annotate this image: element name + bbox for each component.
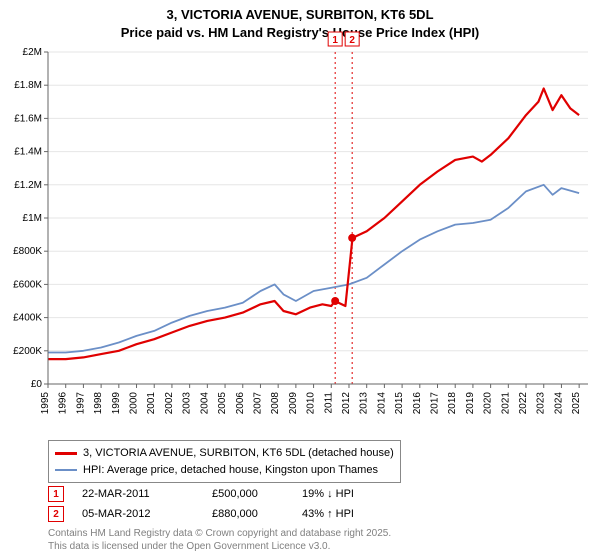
- svg-text:2006: 2006: [235, 392, 246, 415]
- svg-text:1995: 1995: [40, 392, 51, 415]
- svg-text:2015: 2015: [394, 392, 405, 415]
- svg-text:£1.4M: £1.4M: [14, 147, 42, 158]
- svg-text:£1.8M: £1.8M: [14, 80, 42, 91]
- marker-badge: 2: [48, 506, 64, 522]
- svg-text:2010: 2010: [306, 392, 317, 415]
- marker-row: 2 05-MAR-2012£880,00043% ↑ HPI: [48, 506, 354, 522]
- svg-text:2011: 2011: [323, 392, 334, 414]
- marker-price: £880,000: [212, 508, 302, 520]
- svg-text:1999: 1999: [111, 392, 122, 415]
- marker-pct: 19% ↓ HPI: [302, 488, 354, 500]
- svg-text:£2M: £2M: [23, 47, 42, 58]
- svg-text:2020: 2020: [483, 392, 494, 415]
- chart: £0£200K£400K£600K£800K£1M£1.2M£1.4M£1.6M…: [48, 52, 588, 412]
- svg-text:2023: 2023: [536, 392, 547, 415]
- marker-row: 1 22-MAR-2011£500,00019% ↓ HPI: [48, 486, 354, 502]
- marker-date: 05-MAR-2012: [82, 508, 212, 520]
- svg-text:2016: 2016: [412, 392, 423, 415]
- title-line1: 3, VICTORIA AVENUE, SURBITON, KT6 5DL: [0, 6, 600, 24]
- svg-text:2018: 2018: [447, 392, 458, 415]
- title-line2: Price paid vs. HM Land Registry's House …: [0, 24, 600, 42]
- svg-text:2021: 2021: [500, 392, 511, 415]
- svg-text:2004: 2004: [199, 392, 210, 415]
- svg-text:1998: 1998: [93, 392, 104, 415]
- marker-date: 22-MAR-2011: [82, 488, 212, 500]
- legend-label: HPI: Average price, detached house, King…: [83, 462, 378, 479]
- svg-text:2017: 2017: [430, 392, 441, 415]
- svg-text:2002: 2002: [164, 392, 175, 415]
- svg-text:1996: 1996: [58, 392, 69, 415]
- svg-text:2001: 2001: [146, 392, 157, 415]
- legend: 3, VICTORIA AVENUE, SURBITON, KT6 5DL (d…: [48, 440, 401, 483]
- chart-title: 3, VICTORIA AVENUE, SURBITON, KT6 5DL Pr…: [0, 0, 600, 41]
- svg-text:£800K: £800K: [13, 246, 42, 257]
- legend-swatch: [55, 469, 77, 471]
- footer-line1: Contains HM Land Registry data © Crown c…: [48, 528, 391, 541]
- svg-text:2000: 2000: [129, 392, 140, 415]
- svg-text:£200K: £200K: [13, 346, 42, 357]
- svg-text:2025: 2025: [571, 392, 582, 415]
- svg-text:£1M: £1M: [23, 213, 42, 224]
- svg-text:2014: 2014: [376, 392, 387, 415]
- svg-text:2005: 2005: [217, 392, 228, 415]
- svg-text:2009: 2009: [288, 392, 299, 415]
- legend-label: 3, VICTORIA AVENUE, SURBITON, KT6 5DL (d…: [83, 445, 394, 462]
- svg-text:2008: 2008: [270, 392, 281, 415]
- svg-text:£0: £0: [31, 379, 43, 390]
- svg-text:£600K: £600K: [13, 279, 42, 290]
- svg-text:2013: 2013: [359, 392, 370, 415]
- svg-text:2022: 2022: [518, 392, 529, 415]
- legend-item: HPI: Average price, detached house, King…: [55, 462, 394, 479]
- svg-text:£1.6M: £1.6M: [14, 113, 42, 124]
- marker-table: 1 22-MAR-2011£500,00019% ↓ HPI 2 05-MAR-201…: [48, 486, 354, 526]
- footer-note: Contains HM Land Registry data © Crown c…: [48, 528, 391, 553]
- legend-item: 3, VICTORIA AVENUE, SURBITON, KT6 5DL (d…: [55, 445, 394, 462]
- svg-text:£400K: £400K: [13, 313, 42, 324]
- svg-text:2003: 2003: [182, 392, 193, 415]
- svg-text:2012: 2012: [341, 392, 352, 415]
- footer-line2: This data is licensed under the Open Gov…: [48, 541, 391, 554]
- svg-text:2007: 2007: [252, 392, 263, 415]
- svg-text:2024: 2024: [553, 392, 564, 415]
- svg-text:2019: 2019: [465, 392, 476, 415]
- legend-swatch: [55, 452, 77, 455]
- svg-text:1: 1: [332, 35, 338, 46]
- marker-price: £500,000: [212, 488, 302, 500]
- marker-badge: 1: [48, 486, 64, 502]
- svg-text:2: 2: [349, 35, 355, 46]
- svg-text:1997: 1997: [75, 392, 86, 415]
- marker-pct: 43% ↑ HPI: [302, 508, 354, 520]
- svg-text:£1.2M: £1.2M: [14, 180, 42, 191]
